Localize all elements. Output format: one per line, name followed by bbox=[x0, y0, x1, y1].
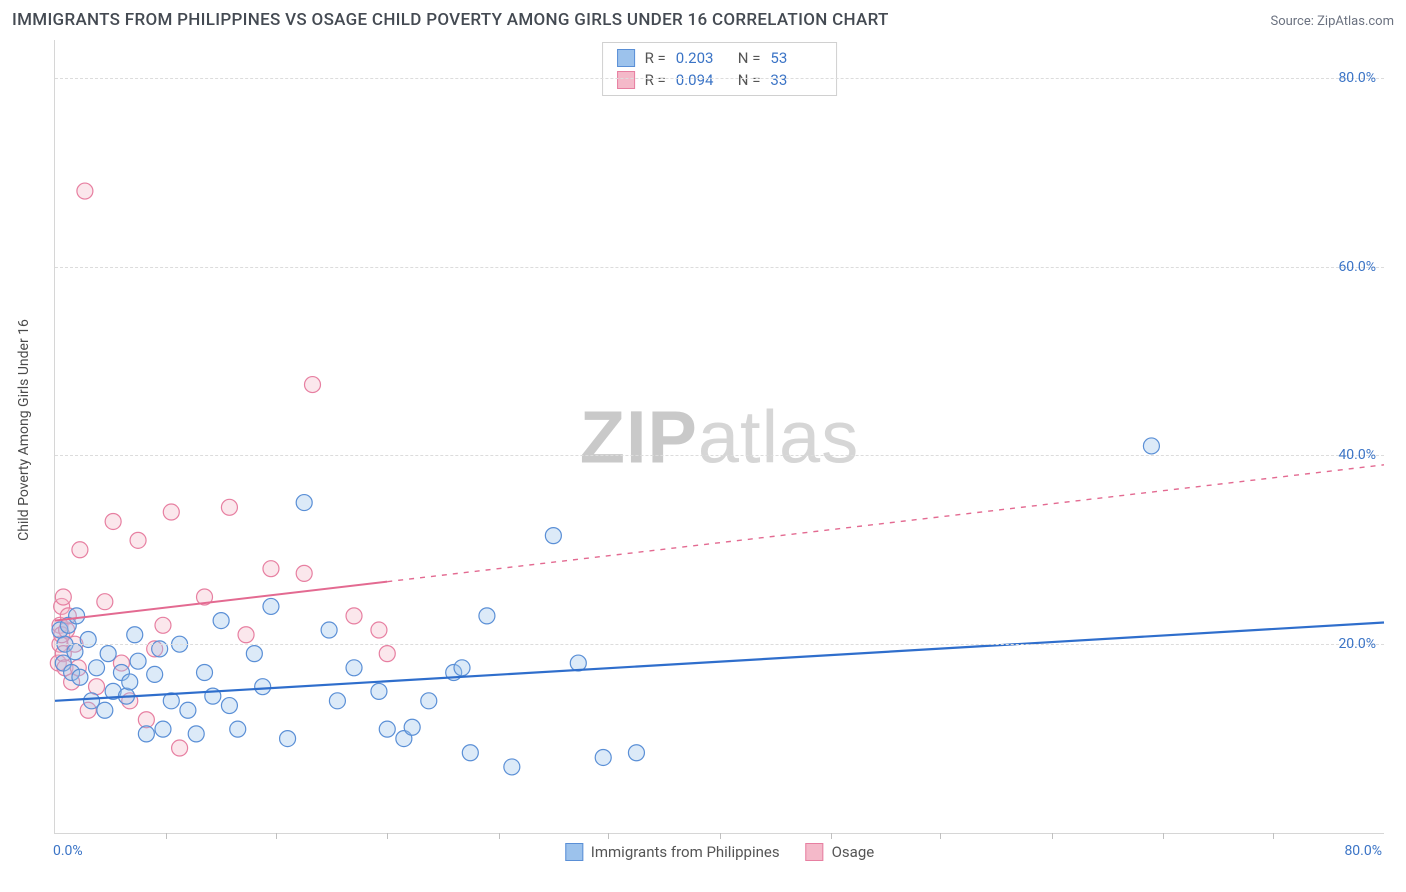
legend-label-1: Osage bbox=[832, 843, 875, 861]
scatter-point bbox=[346, 660, 362, 676]
scatter-point bbox=[296, 495, 312, 511]
scatter-point bbox=[89, 660, 105, 676]
y-tick-label: 80.0% bbox=[1338, 70, 1376, 86]
y-tick-label: 40.0% bbox=[1338, 447, 1376, 463]
scatter-point bbox=[280, 731, 296, 747]
scatter-point bbox=[172, 740, 188, 756]
scatter-point bbox=[230, 721, 246, 737]
gridline-h bbox=[55, 644, 1384, 645]
legend-swatch-1 bbox=[806, 843, 824, 861]
scatter-point bbox=[97, 702, 113, 718]
x-minor-tick bbox=[831, 833, 832, 839]
scatter-point bbox=[122, 674, 138, 690]
scatter-point bbox=[321, 622, 337, 638]
gridline-h bbox=[55, 78, 1384, 79]
scatter-point bbox=[67, 644, 83, 660]
scatter-point bbox=[255, 679, 271, 695]
scatter-point bbox=[105, 513, 121, 529]
legend-stats-row-1: R = 0.094 N = 33 bbox=[617, 69, 823, 91]
x-minor-tick bbox=[720, 833, 721, 839]
scatter-point bbox=[221, 499, 237, 515]
x-minor-tick bbox=[499, 833, 500, 839]
y-axis-label: Child Poverty Among Girls Under 16 bbox=[16, 319, 32, 541]
scatter-point bbox=[72, 669, 88, 685]
scatter-point bbox=[155, 721, 171, 737]
source-link[interactable]: ZipAtlas.com bbox=[1317, 14, 1394, 29]
chart-title: IMMIGRANTS FROM PHILIPPINES VS OSAGE CHI… bbox=[12, 10, 889, 30]
legend-item-1: Osage bbox=[806, 843, 875, 861]
swatch-series-0 bbox=[617, 49, 635, 67]
swatch-series-1 bbox=[617, 71, 635, 89]
x-minor-tick bbox=[1273, 833, 1274, 839]
chart-svg bbox=[55, 40, 1384, 833]
scatter-point bbox=[55, 589, 71, 605]
scatter-point bbox=[72, 542, 88, 558]
x-minor-tick bbox=[940, 833, 941, 839]
legend-stats-row-0: R = 0.203 N = 53 bbox=[617, 47, 823, 69]
x-minor-tick bbox=[1163, 833, 1164, 839]
scatter-point bbox=[130, 532, 146, 548]
title-bar: IMMIGRANTS FROM PHILIPPINES VS OSAGE CHI… bbox=[12, 10, 1394, 30]
scatter-point bbox=[163, 504, 179, 520]
scatter-point bbox=[545, 528, 561, 544]
scatter-point bbox=[371, 622, 387, 638]
scatter-point bbox=[454, 660, 470, 676]
legend-series: Immigrants from Philippines Osage bbox=[565, 843, 874, 861]
scatter-point bbox=[462, 745, 478, 761]
plot-area: ZIPatlas R = 0.203 N = 53 R = 0.094 N = … bbox=[54, 40, 1384, 834]
x-minor-tick bbox=[387, 833, 388, 839]
scatter-point bbox=[379, 721, 395, 737]
scatter-point bbox=[138, 726, 154, 742]
scatter-point bbox=[246, 646, 262, 662]
gridline-h bbox=[55, 455, 1384, 456]
scatter-point bbox=[404, 719, 420, 735]
x-tick-label-min: 0.0% bbox=[53, 843, 83, 859]
trend-line-dashed bbox=[387, 465, 1384, 582]
scatter-point bbox=[504, 759, 520, 775]
scatter-point bbox=[213, 613, 229, 629]
scatter-point bbox=[69, 608, 85, 624]
y-tick-label: 20.0% bbox=[1338, 636, 1376, 652]
scatter-point bbox=[628, 745, 644, 761]
legend-stats: R = 0.203 N = 53 R = 0.094 N = 33 bbox=[602, 42, 838, 96]
scatter-point bbox=[263, 598, 279, 614]
source-label: Source: ZipAtlas.com bbox=[1270, 14, 1394, 29]
scatter-point bbox=[371, 683, 387, 699]
x-minor-tick bbox=[166, 833, 167, 839]
scatter-point bbox=[197, 665, 213, 681]
scatter-point bbox=[379, 646, 395, 662]
scatter-point bbox=[263, 561, 279, 577]
scatter-point bbox=[329, 693, 345, 709]
x-minor-tick bbox=[1052, 833, 1053, 839]
legend-label-0: Immigrants from Philippines bbox=[591, 843, 780, 861]
scatter-point bbox=[130, 653, 146, 669]
legend-swatch-0 bbox=[565, 843, 583, 861]
scatter-point bbox=[97, 594, 113, 610]
scatter-point bbox=[155, 617, 171, 633]
x-tick-label-max: 80.0% bbox=[1344, 843, 1382, 859]
scatter-point bbox=[180, 702, 196, 718]
legend-item-0: Immigrants from Philippines bbox=[565, 843, 780, 861]
x-minor-tick bbox=[608, 833, 609, 839]
scatter-point bbox=[100, 646, 116, 662]
x-minor-tick bbox=[276, 833, 277, 839]
y-tick-label: 60.0% bbox=[1338, 259, 1376, 275]
scatter-point bbox=[346, 608, 362, 624]
scatter-point bbox=[479, 608, 495, 624]
scatter-point bbox=[304, 377, 320, 393]
scatter-point bbox=[221, 698, 237, 714]
scatter-point bbox=[77, 183, 93, 199]
scatter-point bbox=[188, 726, 204, 742]
gridline-h bbox=[55, 267, 1384, 268]
scatter-point bbox=[296, 565, 312, 581]
scatter-point bbox=[595, 749, 611, 765]
scatter-point bbox=[238, 627, 254, 643]
scatter-point bbox=[1143, 438, 1159, 454]
scatter-point bbox=[421, 693, 437, 709]
scatter-point bbox=[127, 627, 143, 643]
scatter-point bbox=[147, 666, 163, 682]
